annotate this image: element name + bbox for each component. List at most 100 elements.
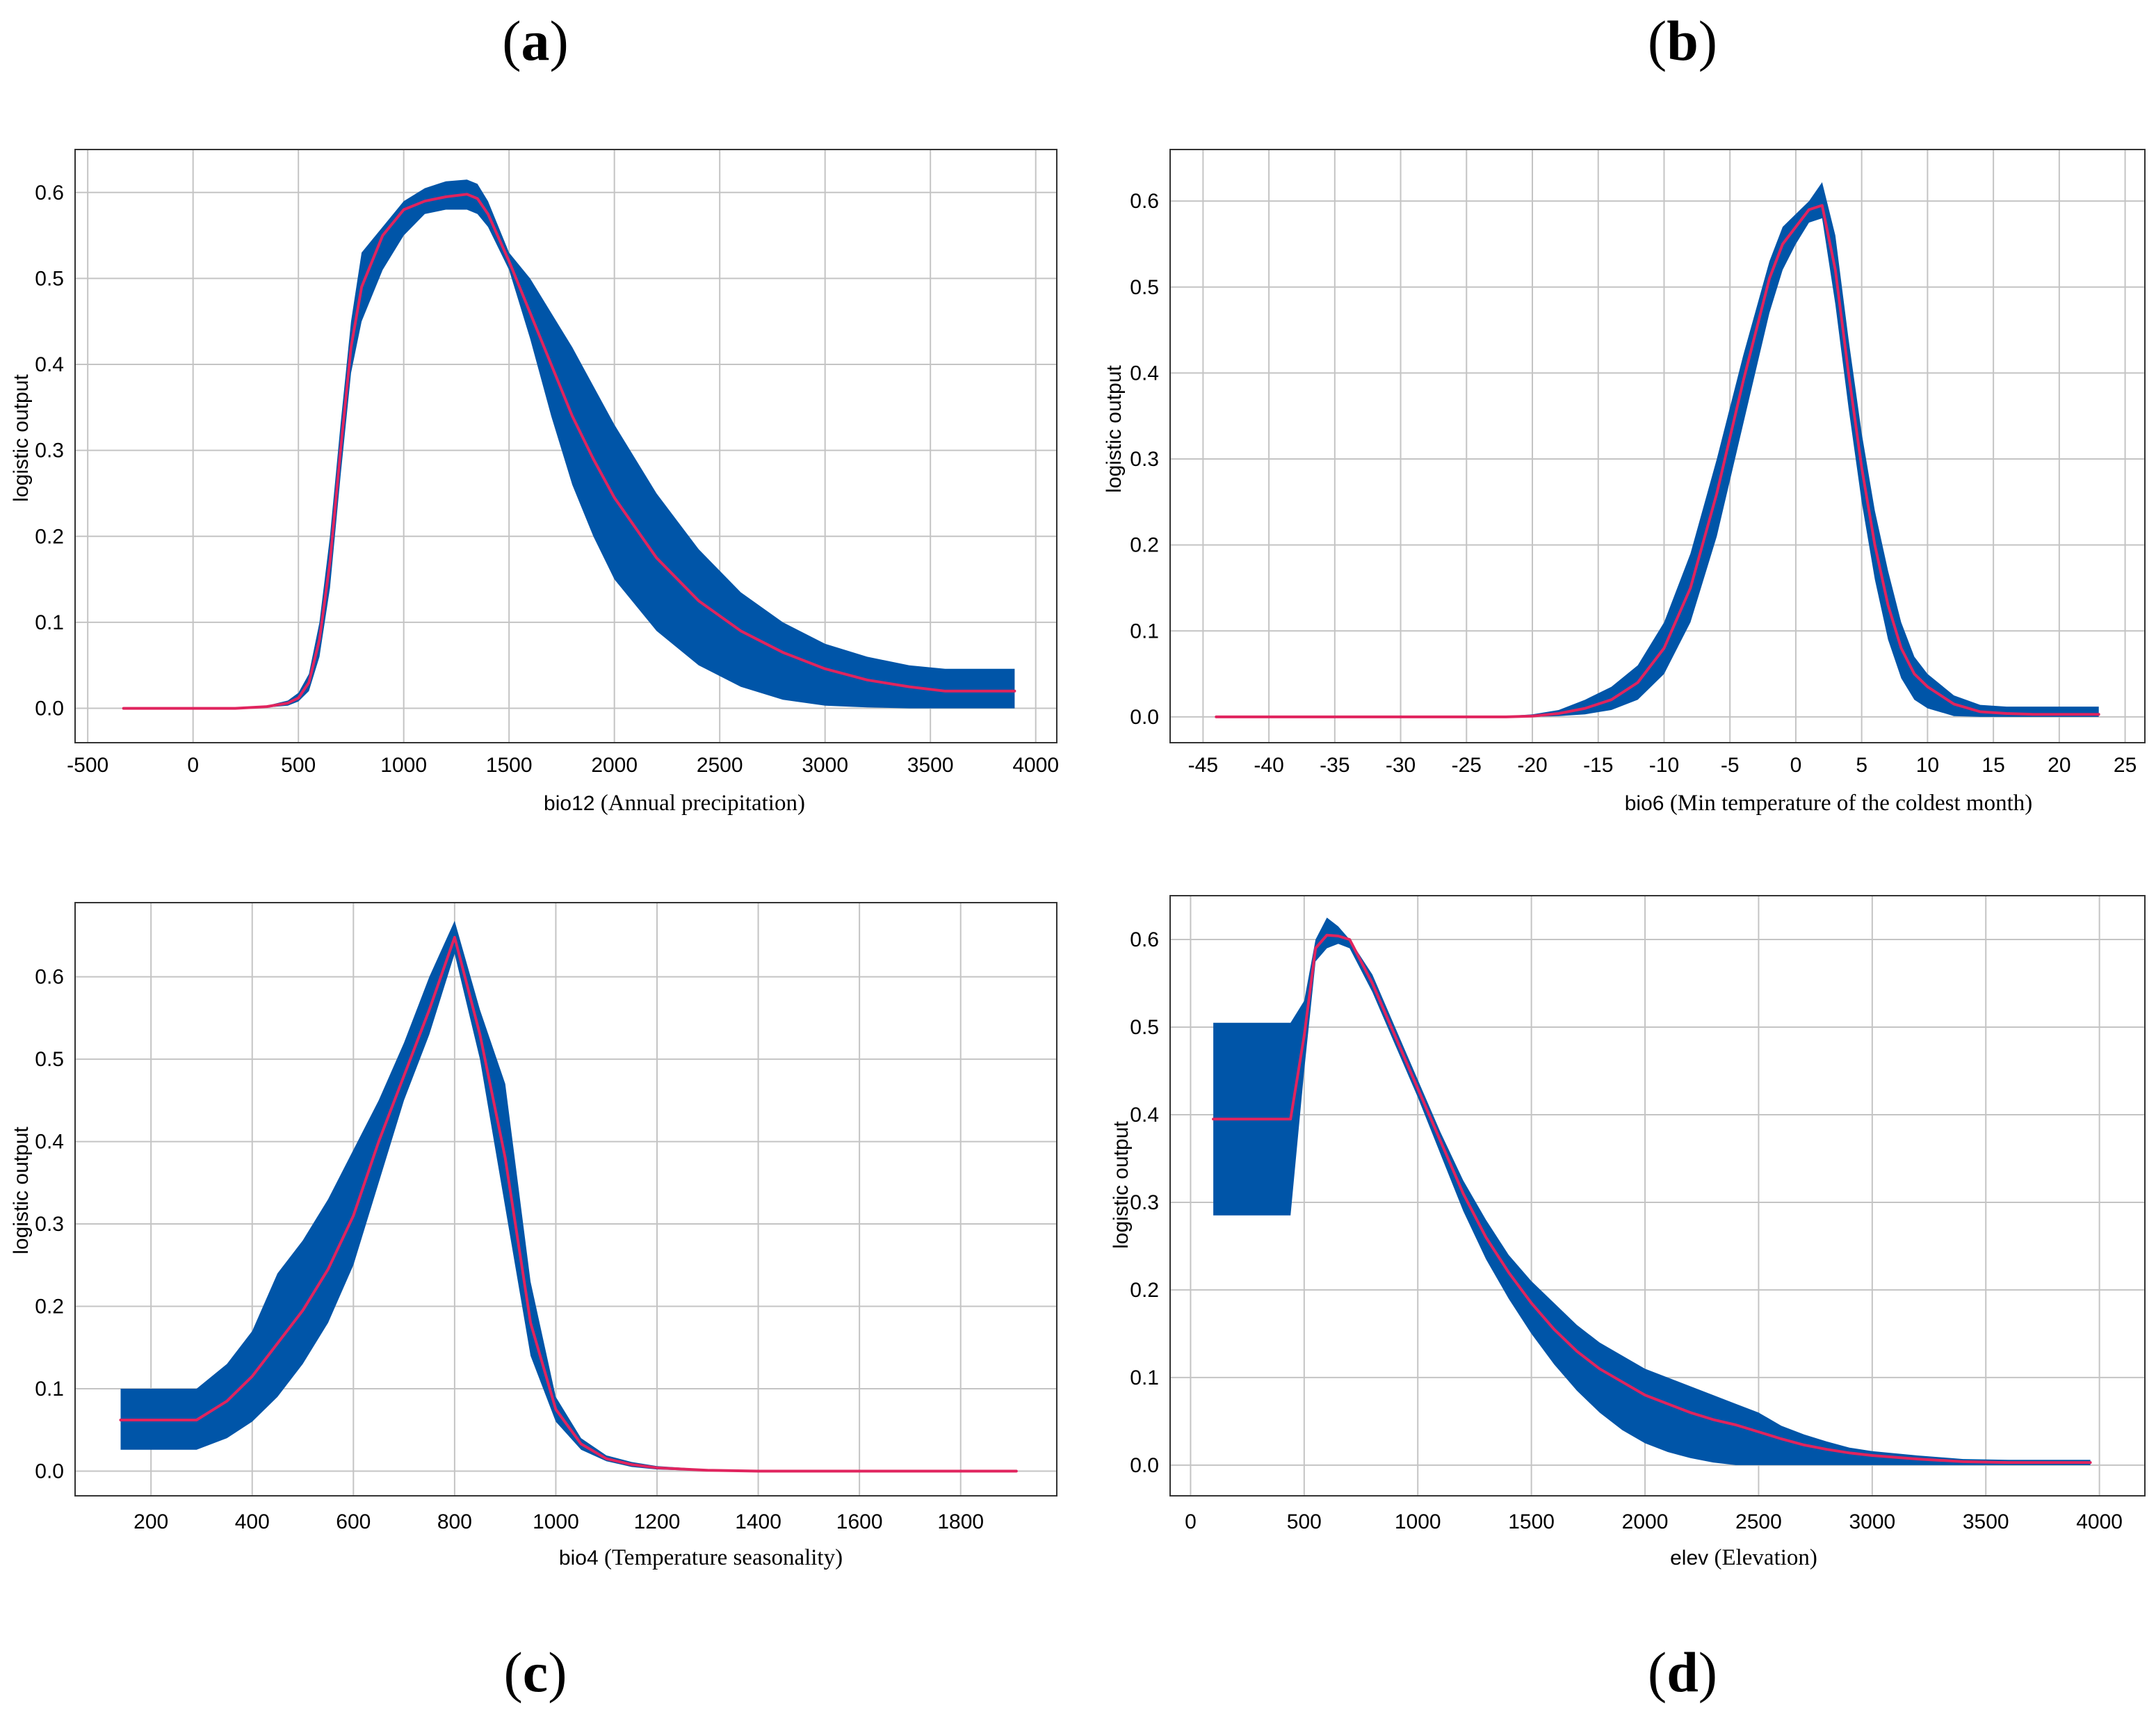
x-tick-label: 2500 [697,754,743,777]
panel-label-close: ) [550,9,569,72]
panel-label-close: ) [1699,1640,1717,1704]
panel-c: (c) 200 400 600 800 1000 1200 1400 1600 1800 0.0 0.… [10,902,1057,1704]
x-tick-label: 1600 [836,1510,883,1533]
mean-response-line [119,935,1018,1473]
x-tick-label: 1200 [634,1510,681,1533]
y-tick-label: 0.6 [1130,928,1159,951]
x-tick-label: 3500 [1963,1510,2009,1533]
x-tick-label: 3500 [907,754,954,777]
panel-label-close: ) [548,1640,567,1704]
y-tick-label: 0.2 [1130,534,1159,557]
plot-frame [1169,149,2146,743]
x-tick-label: -20 [1517,754,1547,777]
x-axis-variable: elev [1670,1547,1714,1570]
y-tick-label: 0.0 [1130,706,1159,729]
x-tick-label: 2000 [1622,1510,1669,1533]
y-tick-label: 0.6 [35,182,64,204]
y-tick-label: 0.3 [1130,448,1159,471]
panel-label-letter: b [1667,9,1699,72]
x-tick-label: 0 [187,754,199,777]
x-tick-label: 0 [1185,1510,1197,1533]
panel-label-open: ( [502,9,521,72]
x-tick-label: 1000 [380,754,427,777]
y-tick-label: 0.1 [1130,620,1159,643]
y-tick-label: 0.4 [35,353,64,376]
mean-response-line [122,193,1016,710]
y-tick-label: 0.1 [1130,1366,1159,1389]
y-tick-label: 0.5 [35,1048,64,1071]
y-tick-label: 0.4 [35,1131,64,1154]
x-tick-label: 400 [235,1510,270,1533]
x-tick-label: -500 [67,754,108,777]
x-tick-label: -45 [1188,754,1218,777]
x-tick-label: -40 [1254,754,1283,777]
y-tick-label: 0.6 [35,966,64,989]
x-tick-label: 25 [2114,754,2137,777]
x-tick-label: -30 [1386,754,1416,777]
panel-label-b: (b) [1648,9,1717,72]
x-axis-variable: bio6 [1625,792,1670,815]
y-axis-label: logistic output [10,1127,33,1255]
x-tick-label: -5 [1721,754,1740,777]
x-tick-label: -35 [1320,754,1349,777]
panel-label-open: ( [503,1640,522,1704]
y-tick-label: 0.4 [1130,1104,1159,1127]
y-tick-label: 0.2 [35,1296,64,1318]
y-tick-label: 0.1 [35,1378,64,1401]
x-axis-description: (Min temperature of the coldest month) [1670,791,2032,816]
y-tick-label: 0.5 [35,267,64,290]
x-tick-label: 1800 [937,1510,984,1533]
y-tick-label: 0.6 [1130,190,1159,213]
x-tick-label: -25 [1452,754,1482,777]
x-tick-label: 2500 [1735,1510,1782,1533]
plot-frame [74,902,1057,1497]
x-tick-label: 3000 [1849,1510,1895,1533]
x-axis-label: bio12 (Annual precipitation) [544,791,805,816]
x-tick-label: 15 [1981,754,2004,777]
x-tick-label: 1000 [1395,1510,1441,1533]
y-tick-label: 0.5 [1130,276,1159,299]
x-tick-label: 500 [281,754,316,777]
panel-label-letter: a [521,9,550,72]
y-tick-label: 0.2 [35,525,64,548]
x-axis-description: (Annual precipitation) [601,791,805,816]
panel-label-close: ) [1699,9,1717,72]
x-tick-label: 800 [437,1510,472,1533]
y-tick-label: 0.0 [35,1460,64,1483]
x-tick-label: 5 [1856,754,1867,777]
panel-a: (a) -500 0 500 1000 1500 2000 2500 3000 3500 4000 0… [10,9,1059,816]
x-axis-label: elev (Elevation) [1670,1545,1817,1570]
panel-label-letter: d [1667,1640,1699,1704]
x-axis-description: (Temperature seasonality) [604,1545,843,1570]
x-tick-label: 20 [2048,754,2070,777]
y-tick-label: 0.4 [1130,362,1159,385]
panel-label-open: ( [1648,1640,1667,1704]
x-tick-label: 10 [1916,754,1939,777]
panel-label-c: (c) [503,1640,567,1704]
x-tick-label: 500 [1287,1510,1322,1533]
x-axis-variable: bio12 [544,792,601,815]
confidence-band [123,179,1015,709]
mean-response-line [1215,204,2100,718]
y-axis-label: logistic output [1103,365,1126,493]
x-tick-label: 1500 [1508,1510,1555,1533]
y-tick-label: 0.3 [35,439,64,462]
x-tick-label: 1000 [533,1510,579,1533]
panel-b: (b) -45 -40 -35 -30 -25 -20 -15 -10 -5 0 5 10 15 20 25 0… [1103,9,2146,816]
y-tick-label: 0.0 [35,697,64,720]
x-tick-label: 1500 [486,754,533,777]
x-tick-label: 4000 [1012,754,1059,777]
panel-label-letter: c [523,1640,548,1704]
x-axis-variable: bio4 [559,1547,604,1570]
x-tick-label: 1400 [735,1510,781,1533]
x-tick-label: 200 [133,1510,168,1533]
panel-label-d: (d) [1648,1640,1717,1704]
panel-label-a: (a) [502,9,569,72]
panel-d: (d) 0 500 1000 1500 2000 2500 3000 3500 4000 0.0 0.… [1110,895,2146,1704]
y-tick-label: 0.3 [1130,1191,1159,1214]
panel-label-open: ( [1648,9,1667,72]
x-tick-label: 600 [336,1510,371,1533]
y-tick-label: 0.1 [35,611,64,634]
confidence-band [1216,182,2099,717]
